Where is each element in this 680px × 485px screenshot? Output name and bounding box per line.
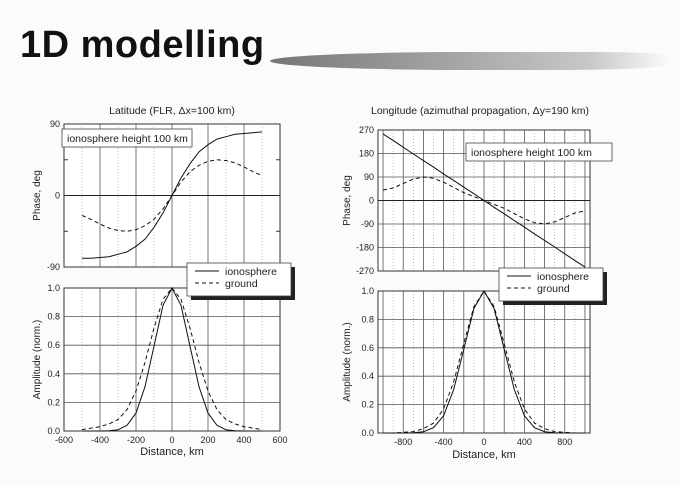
y-tick-label: 270 bbox=[359, 125, 374, 135]
y-tick-label: 0 bbox=[55, 191, 60, 201]
x-tick-label: 0 bbox=[481, 437, 486, 447]
y-tick-label: 0.8 bbox=[361, 314, 374, 324]
y-axis-label: Phase, deg bbox=[32, 170, 43, 221]
x-tick-label: -600 bbox=[55, 435, 73, 445]
y-tick-label: 0 bbox=[369, 196, 374, 206]
series-line-ground bbox=[81, 287, 263, 431]
legend-box bbox=[498, 267, 604, 302]
x-tick-label: 600 bbox=[272, 435, 287, 445]
x-tick-label: 200 bbox=[200, 435, 215, 445]
annotation-text: ionosphere height 100 km bbox=[471, 147, 592, 159]
y-tick-label: -270 bbox=[356, 266, 374, 276]
y-axis-label: Phase, deg bbox=[342, 175, 353, 226]
brush-stroke-decoration bbox=[270, 52, 670, 70]
y-tick-label: 1.0 bbox=[47, 283, 60, 293]
legend-entry: ground bbox=[225, 278, 258, 290]
x-tick-label: -400 bbox=[91, 435, 109, 445]
y-tick-label: 0.4 bbox=[361, 371, 374, 381]
y-tick-label: -90 bbox=[361, 219, 374, 229]
legend-entry: ground bbox=[537, 283, 570, 295]
y-tick-label: 0.4 bbox=[47, 369, 60, 379]
y-tick-label: 0.2 bbox=[361, 400, 374, 410]
y-axis-label: Amplitude (norm.) bbox=[342, 322, 353, 401]
series-line-ground bbox=[81, 159, 263, 232]
x-axis-label: Distance, km bbox=[452, 449, 516, 461]
x-tick-label: 800 bbox=[557, 437, 572, 447]
annotation-text: ionosphere height 100 km bbox=[67, 133, 188, 145]
y-tick-label: 0.2 bbox=[47, 397, 60, 407]
y-tick-label: 0.0 bbox=[47, 426, 60, 436]
series-line-ground bbox=[382, 176, 586, 225]
x-axis-label: Distance, km bbox=[140, 446, 204, 458]
x-tick-label: -400 bbox=[435, 437, 453, 447]
x-tick-label: -200 bbox=[127, 435, 145, 445]
y-tick-label: 0.8 bbox=[47, 312, 60, 322]
y-tick-label: 0.6 bbox=[47, 340, 60, 350]
legend-box bbox=[186, 262, 292, 297]
x-tick-label: -800 bbox=[394, 437, 412, 447]
y-tick-label: 1.0 bbox=[361, 286, 374, 296]
y-axis-label: Amplitude (norm.) bbox=[32, 320, 43, 399]
series-line-ionosphere bbox=[383, 289, 585, 434]
legend-entry: ionosphere bbox=[225, 266, 277, 278]
x-tick-label: 0 bbox=[169, 435, 174, 445]
chart-title: Longitude (azimuthal propagation, Δy=190… bbox=[371, 105, 589, 117]
annotation-box bbox=[61, 128, 193, 148]
y-tick-label: -180 bbox=[356, 243, 374, 253]
y-tick-label: 90 bbox=[50, 119, 60, 129]
y-tick-label: 180 bbox=[359, 149, 374, 159]
x-tick-label: 400 bbox=[517, 437, 532, 447]
x-tick-label: 400 bbox=[236, 435, 251, 445]
y-tick-label: 0.6 bbox=[361, 343, 374, 353]
chart-title: Latitude (FLR, Δx=100 km) bbox=[109, 105, 235, 117]
y-tick-label: 90 bbox=[364, 172, 374, 182]
legend-entry: ionosphere bbox=[537, 271, 589, 283]
y-tick-label: -90 bbox=[47, 262, 60, 272]
series-line-ionosphere bbox=[82, 286, 262, 432]
annotation-box bbox=[465, 142, 613, 162]
y-tick-label: 0.0 bbox=[361, 428, 374, 438]
slide-title: 1D modelling bbox=[20, 24, 265, 66]
